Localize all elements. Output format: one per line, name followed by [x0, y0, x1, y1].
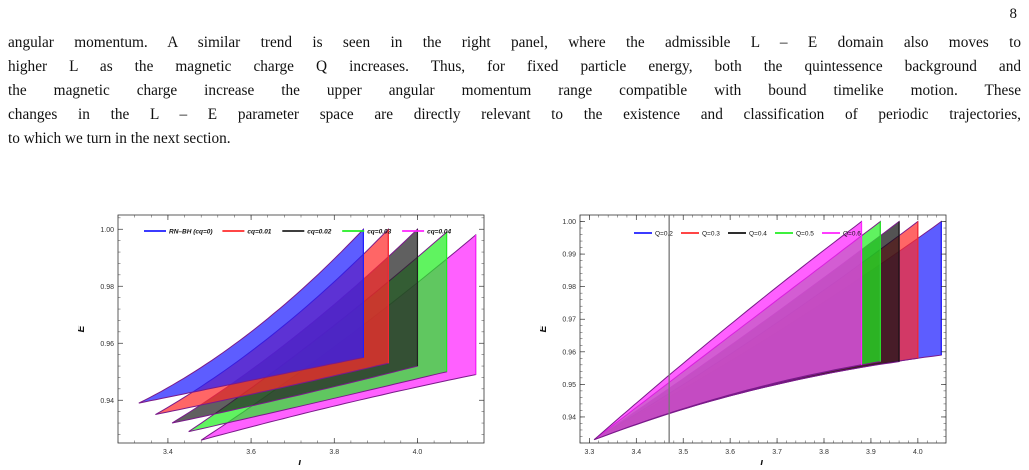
legend-entry: Q=0.3 — [702, 231, 720, 238]
y-axis-label: E — [540, 325, 549, 332]
legend-entry: Q=0.5 — [796, 231, 814, 238]
paragraph-line: changes in the L – E parameter space are… — [8, 106, 1021, 123]
paragraph-line: the magnetic charge increase the upper a… — [8, 82, 1021, 99]
legend: RN–BH (cq=0) cq=0.01 cq=0.02 cq=0.03 cq=0.04 — [144, 229, 452, 236]
figure-left-panel: 3.4 3.6 3.8 4.0 0.94 0.96 0.98 1.00 L E RN–BH (cq=… — [76, 203, 498, 470]
legend-entry: RN–BH (cq=0) — [169, 229, 213, 236]
y-tick-label: 0.98 — [100, 284, 114, 291]
y-tick-label: 1.00 — [100, 227, 114, 234]
body-paragraph: angular momentum. A similar trend is see… — [8, 31, 1021, 151]
plot-frame — [579, 214, 947, 444]
y-tick-label: 0.95 — [562, 382, 576, 389]
x-tick-label: 3.8 — [819, 449, 829, 456]
y-tick-label: 0.96 — [562, 349, 576, 356]
legend-entry: cq=0.04 — [427, 229, 451, 236]
y-tick-label: 0.94 — [100, 398, 114, 405]
x-tick-label: 3.6 — [725, 449, 735, 456]
paragraph-line: higher L as the magnetic charge Q increa… — [8, 58, 1021, 75]
legend-entry: cq=0.01 — [247, 229, 271, 236]
paragraph-line: angular momentum. A similar trend is see… — [8, 34, 1021, 51]
x-tick-label: 3.8 — [329, 449, 339, 456]
x-tick-label: 3.6 — [246, 449, 256, 456]
legend-entry: cq=0.03 — [367, 229, 391, 236]
x-tick-label: 3.4 — [631, 449, 641, 456]
x-axis-label: L — [298, 459, 304, 465]
legend-entry: Q=0.2 — [655, 231, 673, 238]
page-number: 8 — [1009, 6, 1018, 22]
y-tick-label: 0.97 — [562, 317, 576, 324]
x-tick-label: 3.5 — [678, 449, 688, 456]
paragraph-line: to which we turn in the next section. — [8, 130, 231, 147]
x-tick-label: 4.0 — [413, 449, 423, 456]
x-tick-label: 3.3 — [585, 449, 595, 456]
x-axis-label: L — [760, 459, 766, 465]
series-area — [593, 220, 862, 441]
x-tick-label: 4.0 — [913, 449, 923, 456]
y-tick-label: 0.94 — [562, 414, 576, 421]
y-tick-label: 0.96 — [100, 341, 114, 348]
x-tick-label: 3.4 — [163, 449, 173, 456]
legend-entry: cq=0.02 — [307, 229, 331, 236]
legend: Q=0.2 Q=0.3 Q=0.4 Q=0.5 Q=0.6 — [634, 231, 861, 238]
figure-right-panel: 3.3 3.4 3.5 3.6 3.7 3.8 3.9 4.0 0.94 0.95 0.96 0.97… — [538, 203, 960, 470]
y-axis-label: E — [78, 325, 87, 332]
y-tick-label: 0.99 — [562, 252, 576, 259]
x-tick-label: 3.9 — [866, 449, 876, 456]
chart-left: 3.4 3.6 3.8 4.0 0.94 0.96 0.98 1.00 L E RN–BH (cq=… — [76, 214, 485, 470]
y-tick-label: 1.00 — [562, 219, 576, 226]
legend-entry: Q=0.4 — [749, 231, 767, 238]
legend-entry: Q=0.6 — [843, 231, 861, 238]
chart-right: 3.3 3.4 3.5 3.6 3.7 3.8 3.9 4.0 0.94 0.95 0.96 0.97… — [538, 214, 947, 470]
y-tick-label: 0.98 — [562, 284, 576, 291]
x-tick-label: 3.7 — [772, 449, 782, 456]
